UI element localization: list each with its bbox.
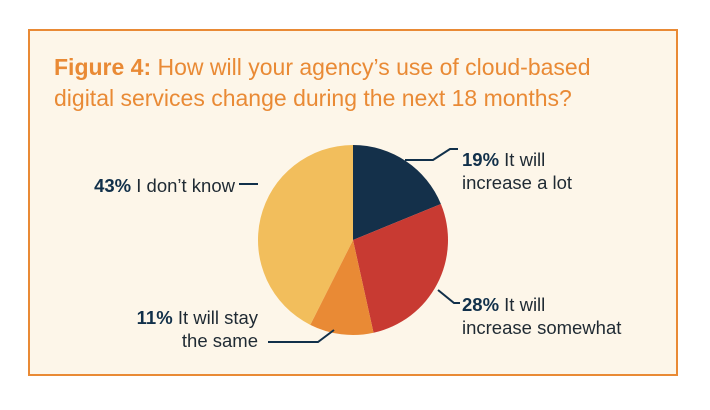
pct-dont-know: 43% (94, 175, 132, 196)
text-increase-somewhat-2: increase somewhat (462, 317, 622, 338)
text-stay-same-2: the same (181, 330, 258, 351)
text-stay-same-1: It will stay (177, 307, 258, 328)
leader-increase-somewhat (437, 289, 460, 304)
text-dont-know-1: I don’t know (136, 175, 235, 196)
text-increase-a-lot-2: increase a lot (462, 172, 573, 193)
pct-stay-same: 11% (136, 307, 173, 328)
slice-stay-same (310, 240, 374, 336)
slice-increase-a-lot (353, 145, 441, 240)
pct-increase-somewhat: 28% (462, 294, 500, 315)
label-dont-know: 43% I don’t know (94, 174, 235, 197)
label-increase-somewhat: 28% It will increase somewhat (462, 293, 621, 339)
leader-stay-same (268, 329, 335, 343)
text-increase-a-lot-1: It will (504, 149, 546, 170)
figure-title: Figure 4: How will your agency’s use of … (54, 52, 654, 114)
pct-increase-a-lot: 19% (462, 149, 500, 170)
slice-increase-somewhat (353, 203, 449, 333)
leader-increase-a-lot (405, 148, 458, 161)
slice-dont-know (257, 144, 353, 325)
figure-label: Figure 4: (54, 54, 152, 80)
text-increase-somewhat-1: It will (504, 294, 546, 315)
figure-question: How will your agency’s use of cloud-base… (54, 54, 591, 111)
label-stay-same: 11% It will stay the same (137, 306, 258, 352)
label-increase-a-lot: 19% It will increase a lot (462, 148, 572, 194)
